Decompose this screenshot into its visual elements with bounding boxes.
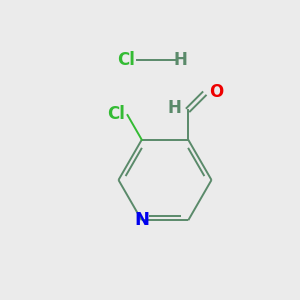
- Text: Cl: Cl: [106, 104, 124, 122]
- Text: N: N: [134, 211, 149, 229]
- Text: H: H: [173, 51, 187, 69]
- Text: Cl: Cl: [117, 51, 135, 69]
- Text: H: H: [168, 99, 182, 117]
- Text: O: O: [210, 83, 224, 101]
